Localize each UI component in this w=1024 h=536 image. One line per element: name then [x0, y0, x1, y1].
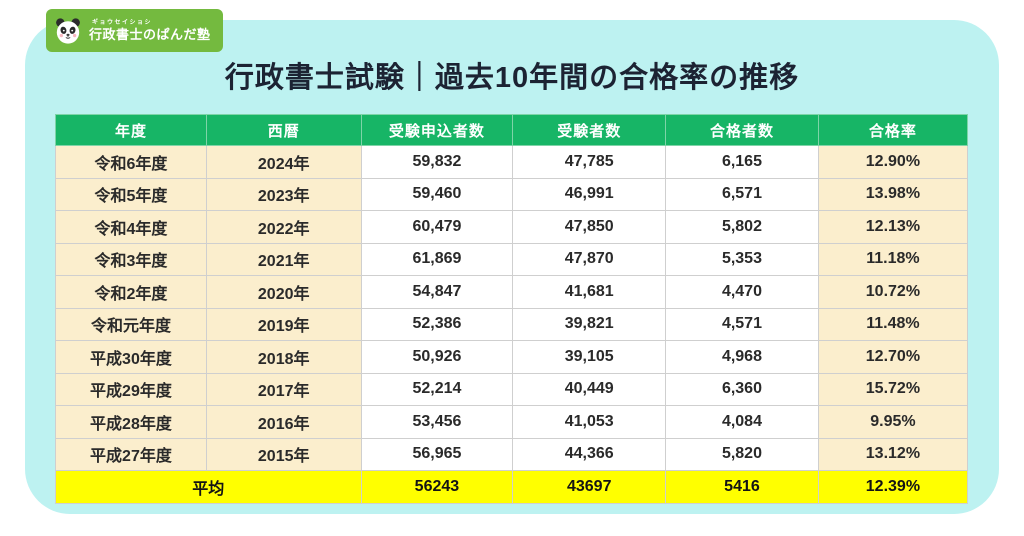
logo-text: ギョウセイショシ 行政書士のぱんだ塾: [89, 20, 211, 41]
table-cell: 6,165: [665, 145, 819, 179]
table-cell: 4,571: [665, 307, 819, 341]
table-cell: 39,105: [512, 340, 667, 374]
table-cell: 5,820: [665, 437, 819, 471]
table-cell: 15.72%: [817, 372, 969, 406]
table-cell: 56,965: [360, 437, 514, 471]
table-row: 平成28年度 2016年 53,456 41,053 4,084 9.95%: [55, 405, 969, 439]
table-cell: 50,926: [360, 340, 514, 374]
table-cell: 13.98%: [817, 177, 969, 211]
table-cell: 12.13%: [817, 210, 969, 244]
table-row: 令和5年度 2023年 59,460 46,991 6,571 13.98%: [55, 177, 969, 211]
table-cell: 令和6年度: [55, 145, 207, 179]
table-cell: 2016年: [205, 405, 362, 439]
table-cell: 41,053: [512, 405, 667, 439]
table-cell: 59,832: [360, 145, 514, 179]
table-cell: 平成29年度: [55, 372, 207, 406]
table-body: 令和6年度 2024年 59,832 47,785 6,165 12.90% 令和5年度 20…: [55, 145, 969, 471]
table-cell: 53,456: [360, 405, 514, 439]
page-title: 行政書士試験｜過去10年間の合格率の推移: [224, 62, 800, 94]
table-cell: 2021年: [205, 242, 362, 276]
header-row: 年度 西暦 受験申込者数 受験者数 合格者数 合格率: [55, 114, 969, 146]
table-cell: 6,360: [665, 372, 819, 406]
table-footer: 平均 56243 43697 5416 12.39%: [55, 470, 969, 504]
table-row: 平成27年度 2015年 56,965 44,366 5,820 13.12%: [55, 437, 969, 471]
table-cell: 2022年: [205, 210, 362, 244]
table-row: 令和4年度 2022年 60,479 47,850 5,802 12.13%: [55, 210, 969, 244]
average-label-cell: 平均: [55, 470, 362, 504]
table-cell: 5,353: [665, 242, 819, 276]
table-cell: 2019年: [205, 307, 362, 341]
table-cell: 4,470: [665, 275, 819, 309]
table-cell: 令和4年度: [55, 210, 207, 244]
table-cell: 47,870: [512, 242, 667, 276]
table-cell: 52,386: [360, 307, 514, 341]
table-row: 令和6年度 2024年 59,832 47,785 6,165 12.90%: [55, 145, 969, 179]
logo-furigana: ギョウセイショシ: [92, 20, 153, 26]
header-cell: 受験者数: [512, 114, 667, 146]
table-header: 年度 西暦 受験申込者数 受験者数 合格者数 合格率: [55, 114, 969, 146]
header-cell: 年度: [55, 114, 207, 146]
panda-icon: [54, 17, 82, 45]
table-cell: 61,869: [360, 242, 514, 276]
table-cell: 10.72%: [817, 275, 969, 309]
table-cell: 令和3年度: [55, 242, 207, 276]
table-cell: 4,084: [665, 405, 819, 439]
table-cell: 2024年: [205, 145, 362, 179]
pass-rate-table: 年度 西暦 受験申込者数 受験者数 合格者数 合格率 令和6年度 2024年 59,832 47…: [55, 114, 969, 504]
header-cell: 合格率: [817, 114, 969, 146]
table-cell: 47,785: [512, 145, 667, 179]
table-cell: 平成28年度: [55, 405, 207, 439]
table-row: 平成29年度 2017年 52,214 40,449 6,360 15.72%: [55, 372, 969, 406]
header-cell: 受験申込者数: [360, 114, 514, 146]
table-cell: 4,968: [665, 340, 819, 374]
table-cell: 12.90%: [817, 145, 969, 179]
table-cell: 6,571: [665, 177, 819, 211]
table-cell: 44,366: [512, 437, 667, 471]
average-value-cell: 43697: [512, 470, 667, 504]
table-cell: 40,449: [512, 372, 667, 406]
table-cell: 令和2年度: [55, 275, 207, 309]
table-cell: 令和5年度: [55, 177, 207, 211]
table-row: 令和2年度 2020年 54,847 41,681 4,470 10.72%: [55, 275, 969, 309]
table-row: 平成30年度 2018年 50,926 39,105 4,968 12.70%: [55, 340, 969, 374]
table-row: 令和元年度 2019年 52,386 39,821 4,571 11.48%: [55, 307, 969, 341]
table-cell: 5,802: [665, 210, 819, 244]
brand-logo-badge: ギョウセイショシ 行政書士のぱんだ塾: [46, 9, 223, 52]
table-cell: 39,821: [512, 307, 667, 341]
table-cell: 平成30年度: [55, 340, 207, 374]
logo-brand-name: 行政書士のぱんだ塾: [89, 27, 211, 42]
table-cell: 47,850: [512, 210, 667, 244]
average-row: 平均 56243 43697 5416 12.39%: [55, 470, 969, 504]
table-cell: 令和元年度: [55, 307, 207, 341]
header-cell: 西暦: [205, 114, 362, 146]
table-cell: 52,214: [360, 372, 514, 406]
header-cell: 合格者数: [665, 114, 819, 146]
table-cell: 13.12%: [817, 437, 969, 471]
table-cell: 12.70%: [817, 340, 969, 374]
table-cell: 9.95%: [817, 405, 969, 439]
table-cell: 59,460: [360, 177, 514, 211]
table-cell: 41,681: [512, 275, 667, 309]
average-value-cell: 12.39%: [817, 470, 969, 504]
average-value-cell: 56243: [360, 470, 514, 504]
table-cell: 54,847: [360, 275, 514, 309]
table-cell: 60,479: [360, 210, 514, 244]
average-value-cell: 5416: [665, 470, 819, 504]
table-row: 令和3年度 2021年 61,869 47,870 5,353 11.18%: [55, 242, 969, 276]
table-cell: 2020年: [205, 275, 362, 309]
table-cell: 2018年: [205, 340, 362, 374]
table-cell: 2015年: [205, 437, 362, 471]
table-cell: 11.48%: [817, 307, 969, 341]
table-cell: 46,991: [512, 177, 667, 211]
table-cell: 2017年: [205, 372, 362, 406]
table-cell: 11.18%: [817, 242, 969, 276]
table-cell: 平成27年度: [55, 437, 207, 471]
table-cell: 2023年: [205, 177, 362, 211]
